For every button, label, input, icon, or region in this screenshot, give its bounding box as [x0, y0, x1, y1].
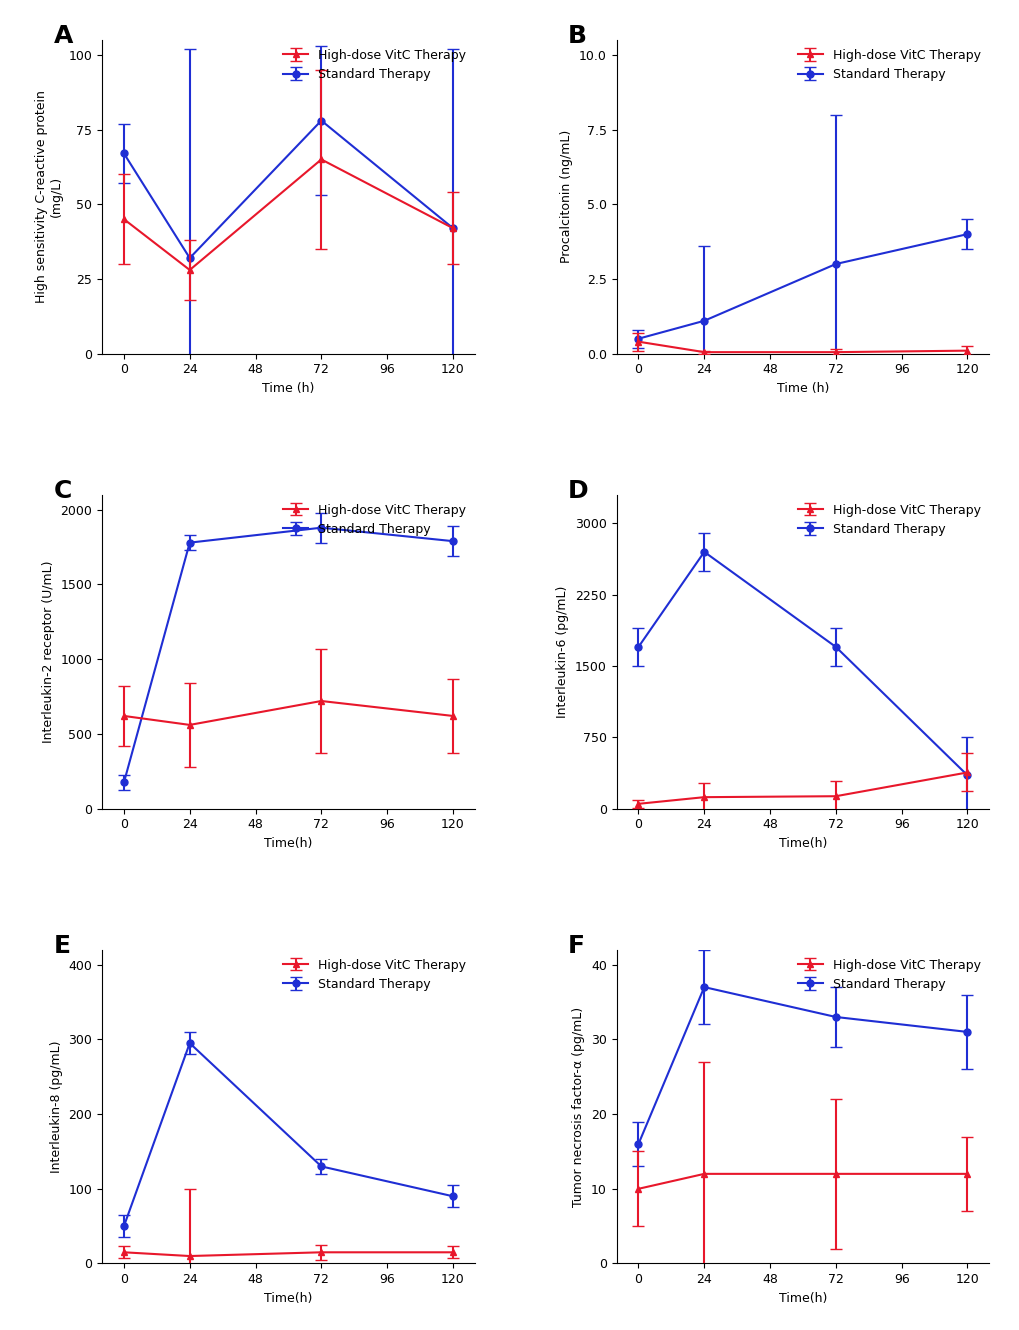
Legend: High-dose VitC Therapy, Standard Therapy: High-dose VitC Therapy, Standard Therapy	[792, 499, 984, 541]
Y-axis label: Interleukin-8 (pg/mL): Interleukin-8 (pg/mL)	[50, 1040, 63, 1173]
Y-axis label: High sensitivity C-reactive protein
(mg/L): High sensitivity C-reactive protein (mg/…	[35, 90, 63, 303]
Legend: High-dose VitC Therapy, Standard Therapy: High-dose VitC Therapy, Standard Therapy	[792, 44, 984, 86]
Y-axis label: Interleukin-2 receptor (U/mL): Interleukin-2 receptor (U/mL)	[42, 560, 55, 743]
X-axis label: Time(h): Time(h)	[779, 837, 826, 850]
X-axis label: Time(h): Time(h)	[264, 837, 312, 850]
X-axis label: Time (h): Time (h)	[262, 382, 314, 395]
Text: B: B	[568, 24, 587, 48]
Y-axis label: Procalcitonin (ng/mL): Procalcitonin (ng/mL)	[559, 130, 573, 263]
Text: C: C	[53, 479, 71, 503]
Legend: High-dose VitC Therapy, Standard Therapy: High-dose VitC Therapy, Standard Therapy	[278, 954, 471, 996]
Text: E: E	[53, 934, 70, 958]
Text: A: A	[53, 24, 72, 48]
Legend: High-dose VitC Therapy, Standard Therapy: High-dose VitC Therapy, Standard Therapy	[792, 954, 984, 996]
Legend: High-dose VitC Therapy, Standard Therapy: High-dose VitC Therapy, Standard Therapy	[278, 499, 471, 541]
X-axis label: Time (h): Time (h)	[776, 382, 828, 395]
Y-axis label: Tumor necrosis factor-α (pg/mL): Tumor necrosis factor-α (pg/mL)	[572, 1007, 585, 1206]
Y-axis label: Interleukin-6 (pg/mL): Interleukin-6 (pg/mL)	[555, 585, 569, 718]
X-axis label: Time(h): Time(h)	[779, 1291, 826, 1305]
Text: D: D	[568, 479, 588, 503]
X-axis label: Time(h): Time(h)	[264, 1291, 312, 1305]
Legend: High-dose VitC Therapy, Standard Therapy: High-dose VitC Therapy, Standard Therapy	[278, 44, 471, 86]
Text: F: F	[568, 934, 585, 958]
